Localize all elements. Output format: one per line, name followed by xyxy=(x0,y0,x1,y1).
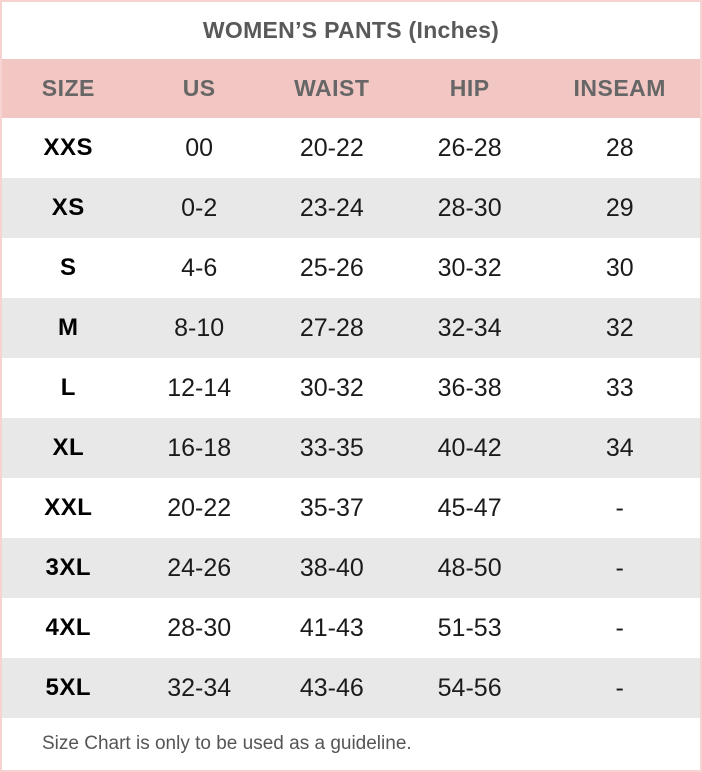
value-cell: 36-38 xyxy=(437,373,502,402)
value-cell: 23-24 xyxy=(299,193,364,222)
value-cell: 30-32 xyxy=(437,253,502,282)
header-row: SIZE US WAIST HIP INSEAM xyxy=(2,59,700,118)
value-cell: - xyxy=(615,613,624,642)
value-cell: - xyxy=(615,673,624,702)
value-cell: 26-28 xyxy=(437,133,502,162)
chart-title: WOMEN’S PANTS (Inches) xyxy=(202,17,500,43)
table-row: XL 16-18 33-35 40-42 34 xyxy=(2,418,700,478)
column-header-size: SIZE xyxy=(2,59,135,118)
column-header-hip: HIP xyxy=(399,59,540,118)
table-row: XS 0-2 23-24 28-30 29 xyxy=(2,178,700,238)
size-label-cell: XXS xyxy=(43,134,94,161)
value-cell: 8-10 xyxy=(174,313,225,342)
value-cell: 41-43 xyxy=(299,613,364,642)
value-cell: 27-28 xyxy=(299,313,364,342)
value-cell: 28 xyxy=(605,133,634,162)
value-cell: 45-47 xyxy=(437,493,502,522)
column-header-us: US xyxy=(134,59,264,118)
size-label-cell: 4XL xyxy=(45,614,92,641)
table-row: S 4-6 25-26 30-32 30 xyxy=(2,238,700,298)
value-cell: 20-22 xyxy=(167,493,232,522)
size-label-cell: S xyxy=(60,254,77,281)
value-cell: 30 xyxy=(605,253,634,282)
value-cell: 32-34 xyxy=(167,673,232,702)
value-cell: 29 xyxy=(605,193,634,222)
value-cell: 24-26 xyxy=(167,553,232,582)
size-label-cell: 3XL xyxy=(45,554,92,581)
value-cell: 32-34 xyxy=(437,313,502,342)
value-cell: 54-56 xyxy=(437,673,502,702)
value-cell: 35-37 xyxy=(299,493,364,522)
value-cell: 38-40 xyxy=(299,553,364,582)
size-label-cell: 5XL xyxy=(45,674,92,701)
table-row: M 8-10 27-28 32-34 32 xyxy=(2,298,700,358)
value-cell: 34 xyxy=(605,433,634,462)
value-cell: 28-30 xyxy=(437,193,502,222)
value-cell: 32 xyxy=(605,313,634,342)
value-cell: 12-14 xyxy=(167,373,232,402)
size-label-cell: XS xyxy=(51,194,85,221)
value-cell: 20-22 xyxy=(299,133,364,162)
size-table-header: SIZE US WAIST HIP INSEAM xyxy=(2,59,700,118)
value-cell: 33-35 xyxy=(299,433,364,462)
value-cell: 40-42 xyxy=(437,433,502,462)
size-label-cell: L xyxy=(60,374,76,401)
value-cell: 16-18 xyxy=(167,433,232,462)
guideline-note: Size Chart is only to be used as a guide… xyxy=(2,718,700,770)
value-cell: - xyxy=(615,553,624,582)
value-cell: 4-6 xyxy=(181,253,218,282)
column-header-waist: WAIST xyxy=(263,59,400,118)
size-table: SIZE US WAIST HIP INSEAM XXS 00 20-22 26-28 28 XS… xyxy=(2,59,700,718)
table-row: L 12-14 30-32 36-38 33 xyxy=(2,358,700,418)
value-cell: 28-30 xyxy=(167,613,232,642)
size-label-cell: M xyxy=(58,314,79,341)
table-row: 4XL 28-30 41-43 51-53 - xyxy=(2,598,700,658)
table-row: XXS 00 20-22 26-28 28 xyxy=(2,118,700,178)
value-cell: 30-32 xyxy=(299,373,364,402)
value-cell: 25-26 xyxy=(299,253,364,282)
table-row: 3XL 24-26 38-40 48-50 - xyxy=(2,538,700,598)
value-cell: 0-2 xyxy=(181,193,218,222)
table-row: 5XL 32-34 43-46 54-56 - xyxy=(2,658,700,718)
size-label-cell: XL xyxy=(52,434,85,461)
table-row: XXL 20-22 35-37 45-47 - xyxy=(2,478,700,538)
size-label-cell: XXL xyxy=(44,494,93,521)
value-cell: - xyxy=(615,493,624,522)
value-cell: 43-46 xyxy=(299,673,364,702)
column-header-inseam: INSEAM xyxy=(539,59,700,118)
value-cell: 00 xyxy=(185,133,214,162)
size-table-body: XXS 00 20-22 26-28 28 XS 0-2 23-24 28-30 29 S 4-6 25… xyxy=(2,118,700,718)
value-cell: 51-53 xyxy=(437,613,502,642)
value-cell: 48-50 xyxy=(437,553,502,582)
value-cell: 33 xyxy=(605,373,634,402)
